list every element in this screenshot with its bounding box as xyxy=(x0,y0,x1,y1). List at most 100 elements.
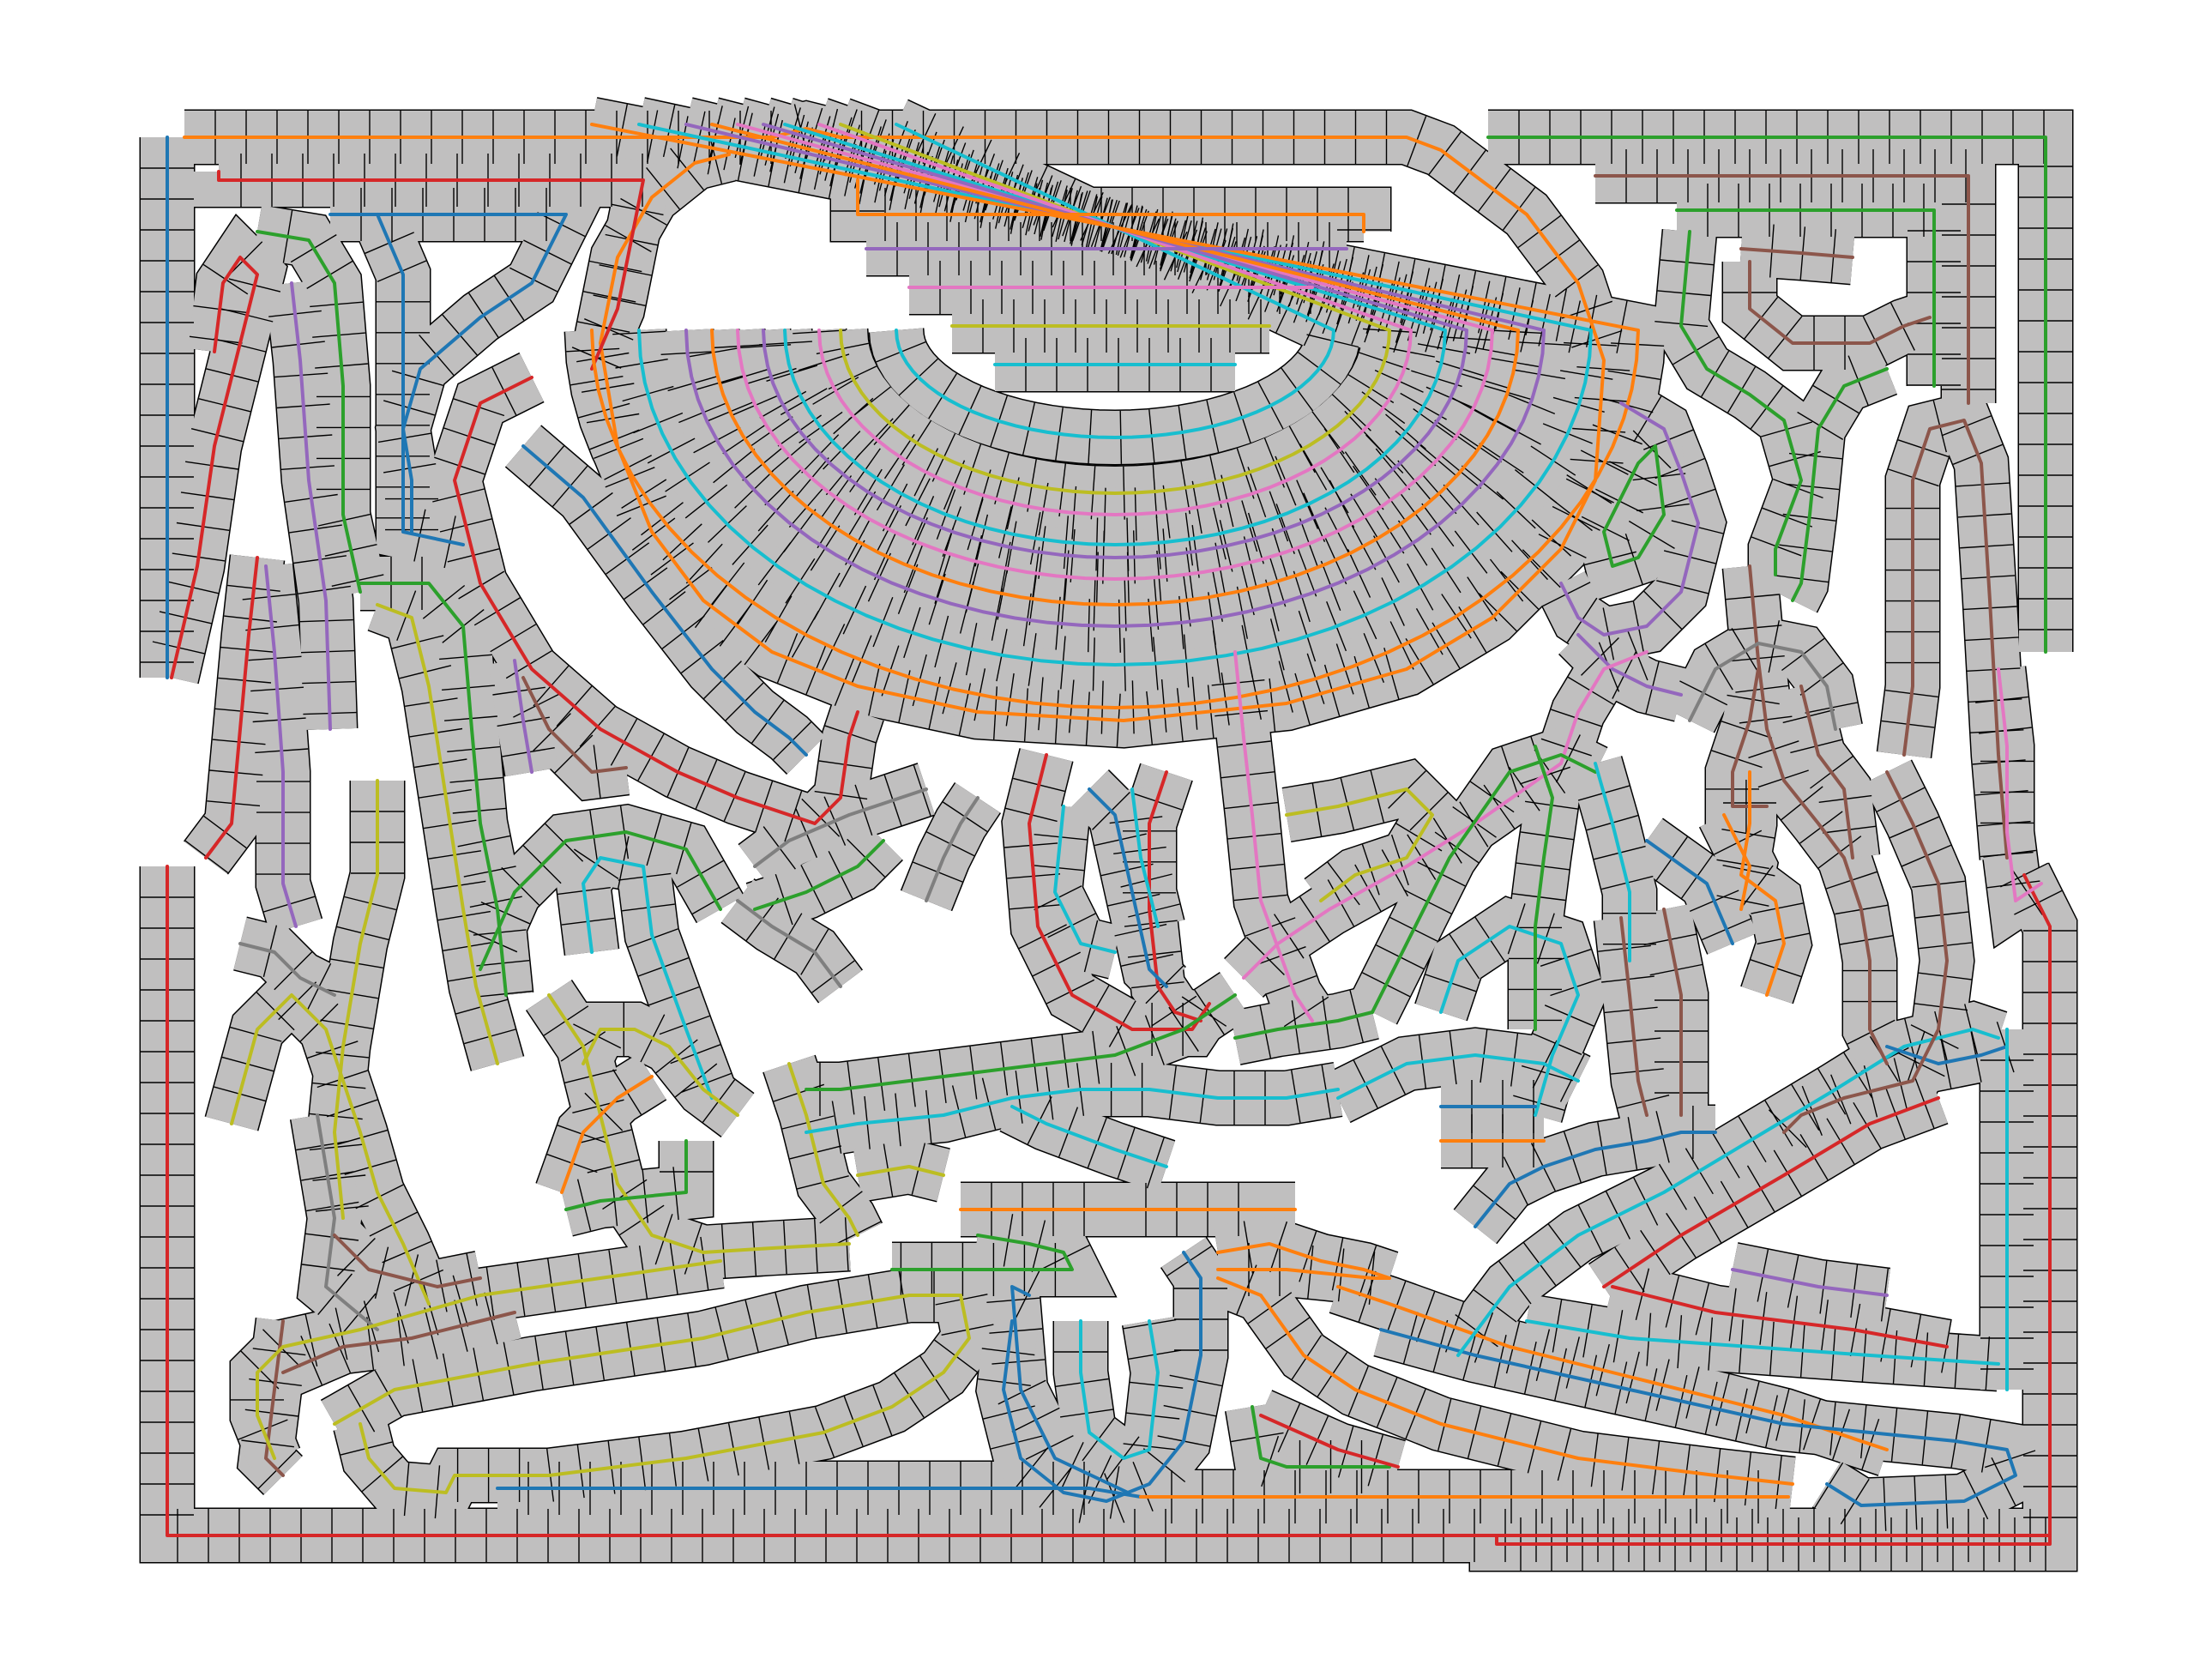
brown-centerline xyxy=(281,1311,516,1374)
blue-centerline xyxy=(1885,1045,2009,1065)
red-centerline xyxy=(453,376,859,825)
orange-centerline xyxy=(1216,1242,1391,1280)
purple-centerline xyxy=(762,123,1468,559)
cyan-centerline xyxy=(895,123,1335,439)
green-centerline xyxy=(1534,745,1554,1031)
cyan-centerline xyxy=(783,123,1447,546)
green-centerline xyxy=(890,1234,1074,1271)
gray-centerline xyxy=(238,942,336,997)
gray-centerline xyxy=(736,899,842,988)
blue-centerline xyxy=(521,444,808,757)
green-centerline xyxy=(1675,208,1936,388)
blue-centerline xyxy=(1002,1251,1202,1503)
strip-centerlines xyxy=(166,123,2052,1546)
purple-centerline xyxy=(513,659,533,774)
tile-strips xyxy=(139,97,2078,1572)
olive-centerline xyxy=(856,1165,945,1177)
olive-centerline xyxy=(376,603,499,1065)
green-centerline xyxy=(1791,367,1889,602)
olive-centerline xyxy=(839,123,1391,495)
orange-centerline xyxy=(1739,770,1786,997)
green-centerline xyxy=(1251,1405,1391,1469)
red-centerline xyxy=(1028,753,1211,1031)
purple-centerline xyxy=(1576,633,1683,697)
gray-centerline xyxy=(1688,642,1837,731)
purple-centerline xyxy=(290,281,332,731)
red-centerline xyxy=(204,556,259,860)
green-centerline xyxy=(1602,444,1666,568)
blue-centerline xyxy=(1474,1131,1717,1228)
brown-centerline xyxy=(264,1319,285,1477)
brown-centerline xyxy=(1902,419,2009,860)
cyan-centerline xyxy=(1053,805,1117,954)
red-centerline xyxy=(1611,1285,1949,1348)
olive-centerline xyxy=(333,779,379,1220)
purple-centerline xyxy=(1559,401,1700,636)
gray-centerline xyxy=(753,787,928,868)
brown-centerline xyxy=(1731,667,1769,808)
brown-centerline xyxy=(1748,564,1889,1065)
red-centerline xyxy=(170,256,259,679)
green-centerline xyxy=(1486,136,2047,654)
orange-centerline xyxy=(183,127,1606,722)
blue-centerline xyxy=(376,213,465,546)
blue-centerline xyxy=(1645,839,1734,945)
gray-centerline xyxy=(925,796,979,902)
brown-centerline xyxy=(1662,908,1683,1117)
blue-centerline xyxy=(1379,1328,2017,1507)
red-centerline xyxy=(1259,1414,1400,1469)
pink-centerline xyxy=(1997,667,2043,902)
olive-centerline xyxy=(333,1294,971,1494)
cyan-centerline xyxy=(1594,762,1631,962)
pink-centerline xyxy=(1233,650,1314,1023)
green-centerline xyxy=(805,993,1237,1091)
brown-centerline xyxy=(1748,260,1932,345)
olive-centerline xyxy=(582,1028,739,1117)
red-centerline xyxy=(1602,1096,1940,1288)
green-centerline xyxy=(1233,1010,1374,1040)
cyan-centerline xyxy=(1439,925,1580,1117)
cyan-centerline xyxy=(1130,787,1160,928)
green-centerline xyxy=(564,1139,688,1211)
green-centerline xyxy=(479,830,722,971)
green-centerline xyxy=(753,839,885,911)
orange-centerline xyxy=(856,178,1365,233)
cyan-centerline xyxy=(805,1088,1340,1134)
brown-centerline xyxy=(333,1234,482,1288)
orange-centerline xyxy=(560,1075,654,1194)
blue-centerline xyxy=(328,213,568,534)
olive-centerline xyxy=(256,1259,722,1460)
orange-centerline xyxy=(710,123,1520,606)
brown-centerline xyxy=(1619,916,1648,1117)
green-centerline xyxy=(256,230,362,594)
red-centerline xyxy=(1495,873,2052,1546)
tile-strip xyxy=(1576,427,1692,600)
green-centerline xyxy=(1371,753,1597,1014)
brown-centerline xyxy=(1799,685,1854,860)
orange-centerline xyxy=(1722,813,1751,911)
red-centerline xyxy=(1148,770,1202,1023)
olive-centerline xyxy=(1285,787,1434,902)
red-centerline xyxy=(217,170,645,371)
orange-centerline xyxy=(1216,1276,1794,1486)
cyan-centerline xyxy=(637,123,1593,667)
orange-centerline xyxy=(590,123,1640,709)
pink-centerline xyxy=(817,123,1413,516)
cyan-centerline xyxy=(1525,1319,2000,1366)
olive-centerline xyxy=(787,1062,859,1237)
cyan-centerline xyxy=(1336,1053,1580,1100)
blue-centerline xyxy=(1088,787,1168,988)
blue-centerline xyxy=(1010,1285,1130,1494)
pink-centerline xyxy=(736,123,1494,581)
brown-centerline xyxy=(1739,247,1854,259)
green-centerline xyxy=(1679,230,1803,576)
purple-centerline xyxy=(1731,1268,1889,1297)
orange-centerline xyxy=(1336,1285,1889,1451)
brown-centerline xyxy=(1594,174,1970,405)
gray-centerline xyxy=(316,1113,379,1331)
cyan-centerline xyxy=(1010,1105,1168,1168)
olive-centerline xyxy=(230,993,431,1306)
cyan-centerline xyxy=(1456,1028,2000,1357)
brown-centerline xyxy=(1782,770,1949,1134)
